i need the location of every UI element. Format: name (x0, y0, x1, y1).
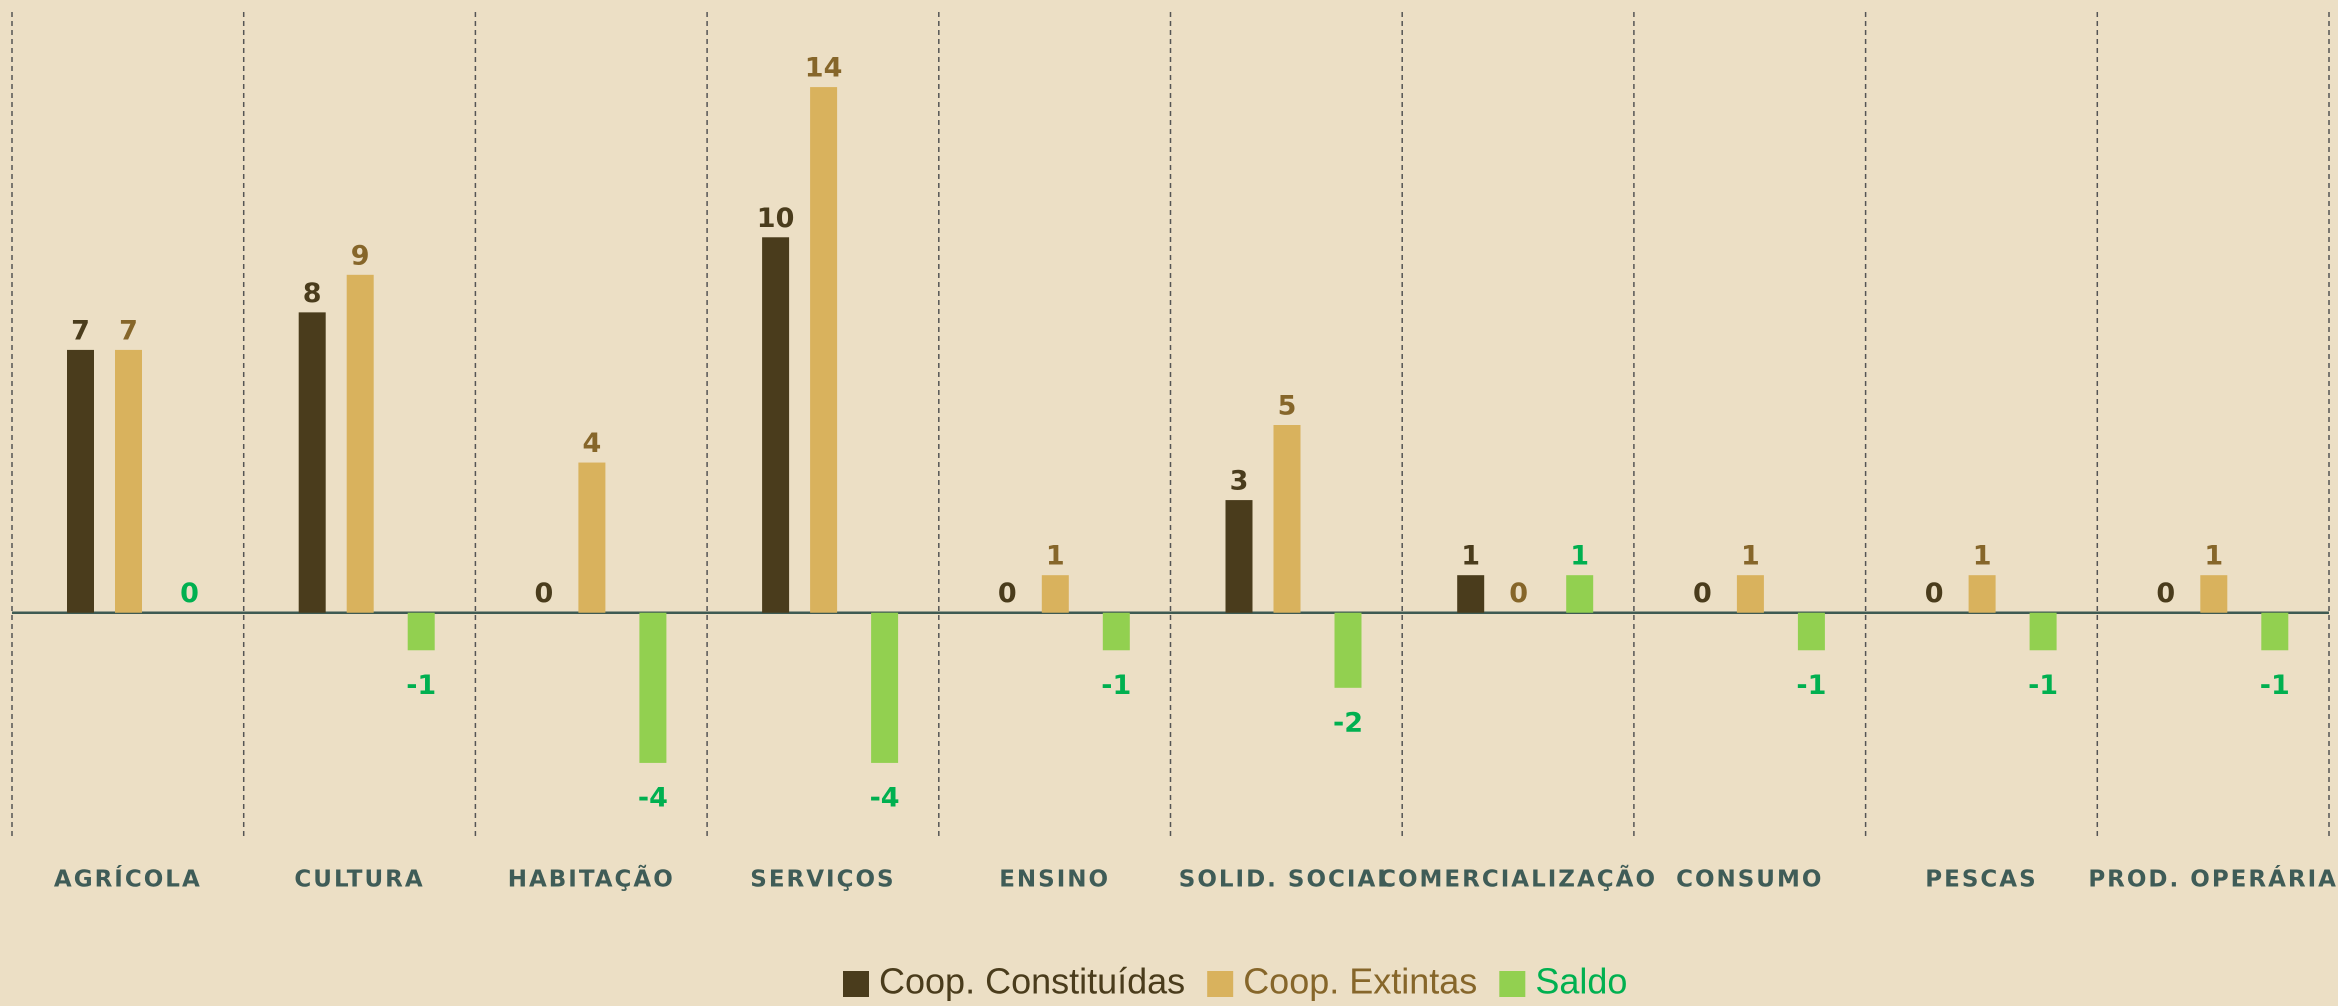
legend-label: Saldo (1535, 961, 1627, 1002)
x-tick-label: PESCAS (1925, 867, 2037, 893)
data-label: -1 (2028, 670, 2058, 701)
data-label: 0 (1925, 578, 1944, 609)
bar (1968, 575, 1996, 613)
x-tick-label: SOLID. SOCIAL (1179, 867, 1394, 893)
data-label: 0 (1693, 578, 1712, 609)
legend-marker (843, 971, 869, 997)
bar (1736, 575, 1764, 613)
bar (2200, 575, 2228, 613)
data-label: -1 (1101, 670, 1131, 701)
bar (1797, 612, 1825, 651)
x-tick-label: ENSINO (999, 867, 1110, 893)
data-label: 5 (1278, 391, 1297, 422)
data-label: 1 (1570, 541, 1589, 572)
bar (871, 612, 899, 763)
data-label: 9 (351, 240, 370, 271)
data-label: 10 (757, 203, 795, 234)
bar (1457, 575, 1485, 613)
data-label: 3 (1230, 466, 1249, 497)
legend-marker (1499, 971, 1526, 997)
bar (1102, 612, 1130, 651)
data-label: 1 (1973, 541, 1992, 572)
bar (1273, 425, 1301, 613)
data-label: 1 (1461, 541, 1480, 572)
bar (1041, 575, 1069, 613)
data-label: 0 (1509, 578, 1528, 609)
x-tick-label: HABITAÇÃO (508, 865, 675, 893)
x-tick-label: PROD. OPERÁRIA (2088, 865, 2338, 893)
x-tick-label: AGRÍCOLA (54, 865, 202, 893)
x-tick-label: SERVIÇOS (750, 867, 895, 893)
bar (2261, 612, 2289, 651)
data-label: 0 (180, 578, 199, 609)
x-tick-label: COMERCIALIZAÇÃO (1379, 865, 1657, 893)
bar (639, 612, 667, 763)
data-label: -1 (2260, 670, 2290, 701)
bar (67, 349, 94, 613)
bar (2029, 612, 2057, 651)
data-label: 0 (2156, 578, 2175, 609)
x-tick-label: CONSUMO (1676, 867, 1823, 893)
data-label: 4 (583, 428, 602, 459)
bar (407, 612, 435, 651)
data-label: 0 (535, 578, 554, 609)
bar (115, 349, 142, 613)
data-label: 1 (2204, 541, 2223, 572)
bar (810, 87, 838, 613)
data-label: -1 (1796, 670, 1826, 701)
data-label: 7 (119, 315, 138, 346)
bar (298, 312, 326, 613)
legend-label: Coop. Extintas (1243, 961, 1477, 1002)
bar (1334, 612, 1362, 688)
data-label: 1 (1046, 541, 1065, 572)
data-label: -4 (870, 782, 900, 813)
bar (762, 237, 790, 613)
bar (346, 274, 374, 613)
data-label: 14 (805, 53, 843, 84)
data-label: -4 (638, 782, 668, 813)
legend: Coop. Constituídas Coop. Extintas Saldo (843, 961, 1627, 1002)
data-label: 1 (1741, 541, 1760, 572)
data-label: -1 (406, 670, 436, 701)
data-label: 8 (303, 278, 322, 309)
data-label: 7 (71, 315, 90, 346)
data-label: 0 (998, 578, 1017, 609)
bar (578, 462, 606, 613)
bar (1225, 500, 1253, 613)
x-tick-label: CULTURA (294, 867, 424, 893)
legend-marker (1207, 971, 1234, 997)
bar (1566, 575, 1594, 613)
legend-label: Coop. Constituídas (879, 961, 1185, 1002)
data-label: -2 (1333, 707, 1363, 738)
